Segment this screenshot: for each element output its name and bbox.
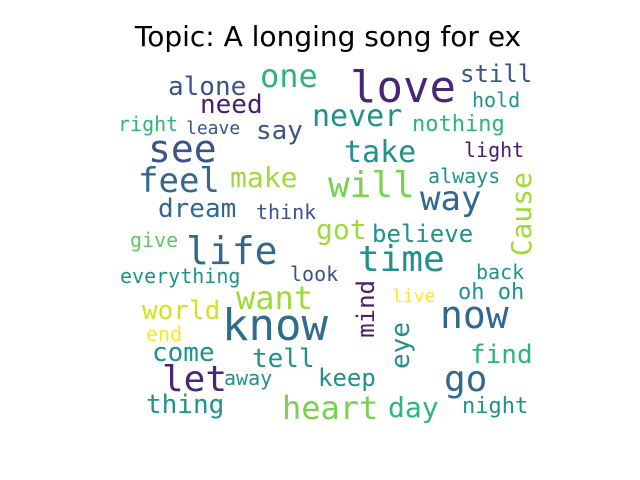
word-cloud: love see know one alone need still hold right lea… [114, 57, 546, 436]
cloud-word: give [130, 228, 179, 252]
cloud-word: leave [186, 118, 241, 139]
cloud-word: say [256, 116, 303, 146]
cloud-word: still [460, 60, 533, 88]
cloud-word: heart [282, 389, 379, 427]
cloud-word: want [236, 279, 314, 317]
cloud-word: nothing [412, 112, 505, 137]
cloud-word: go [444, 359, 488, 400]
cloud-word: look [290, 262, 339, 286]
cloud-word: one [260, 57, 318, 95]
cloud-word: time [358, 239, 445, 280]
cloud-word: Cause [505, 172, 538, 257]
cloud-word: thing [146, 390, 225, 420]
cloud-word: light [464, 138, 525, 162]
cloud-word: dream [158, 194, 237, 224]
cloud-word: world [142, 296, 221, 326]
cloud-word: right [118, 112, 179, 136]
cloud-word: never [312, 99, 403, 134]
cloud-word: think [256, 200, 317, 224]
cloud-word: will [328, 165, 415, 206]
cloud-word: away [224, 366, 273, 390]
cloud-word: mind [352, 280, 380, 338]
cloud-word: way [420, 179, 482, 219]
cloud-word: alone [168, 72, 247, 102]
cloud-word: feel [138, 161, 220, 201]
cloud-word: take [344, 135, 417, 170]
cloud-word: see [148, 127, 217, 171]
cloud-word: believe [372, 220, 474, 248]
cloud-word: day [388, 391, 439, 424]
cloud-word: know [222, 300, 328, 351]
cloud-word: now [440, 293, 509, 337]
cloud-word: everything [120, 264, 241, 288]
cloud-word: oh oh [458, 280, 525, 305]
cloud-word: eye [386, 322, 416, 369]
cloud-word: hold [472, 88, 521, 112]
cloud-word: tell [252, 344, 315, 374]
cloud-word: come [152, 338, 215, 368]
cloud-word: love [350, 62, 456, 113]
cloud-word: find [470, 340, 533, 370]
cloud-word: got [316, 213, 367, 246]
cloud-word: always [428, 164, 501, 188]
cloud-word: let [162, 359, 228, 400]
cloud-word: end [146, 322, 183, 346]
cloud-word: keep [318, 364, 376, 392]
cloud-word: live [392, 286, 436, 307]
cloud-word: life [186, 229, 278, 273]
cloud-word: back [476, 260, 525, 284]
cloud-word: night [462, 394, 529, 419]
cloud-word: need [200, 90, 263, 120]
chart-title: Topic: A longing song for ex [134, 20, 522, 53]
cloud-word: make [230, 161, 298, 194]
